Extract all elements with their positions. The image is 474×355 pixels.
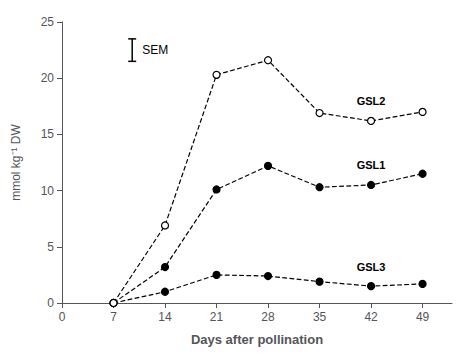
svg-text:GSL1: GSL1 bbox=[357, 159, 386, 171]
svg-text:GSL3: GSL3 bbox=[357, 261, 386, 273]
svg-text:20: 20 bbox=[41, 71, 55, 85]
svg-text:14: 14 bbox=[158, 310, 172, 324]
svg-text:42: 42 bbox=[364, 310, 378, 324]
svg-text:28: 28 bbox=[261, 310, 275, 324]
svg-text:15: 15 bbox=[41, 127, 55, 141]
svg-text:5: 5 bbox=[47, 240, 54, 254]
svg-text:SEM: SEM bbox=[142, 43, 168, 57]
svg-text:10: 10 bbox=[41, 184, 55, 198]
svg-text:7: 7 bbox=[110, 310, 117, 324]
svg-text:21: 21 bbox=[210, 310, 224, 324]
svg-text:25: 25 bbox=[41, 15, 55, 29]
svg-text:0: 0 bbox=[47, 296, 54, 310]
svg-text:mmol kg⁻¹ DW: mmol kg⁻¹ DW bbox=[9, 124, 23, 201]
svg-text:GSL2: GSL2 bbox=[357, 95, 386, 107]
svg-text:49: 49 bbox=[416, 310, 430, 324]
svg-text:0: 0 bbox=[59, 310, 66, 324]
svg-text:35: 35 bbox=[313, 310, 327, 324]
svg-text:Days after pollination: Days after pollination bbox=[191, 332, 323, 347]
